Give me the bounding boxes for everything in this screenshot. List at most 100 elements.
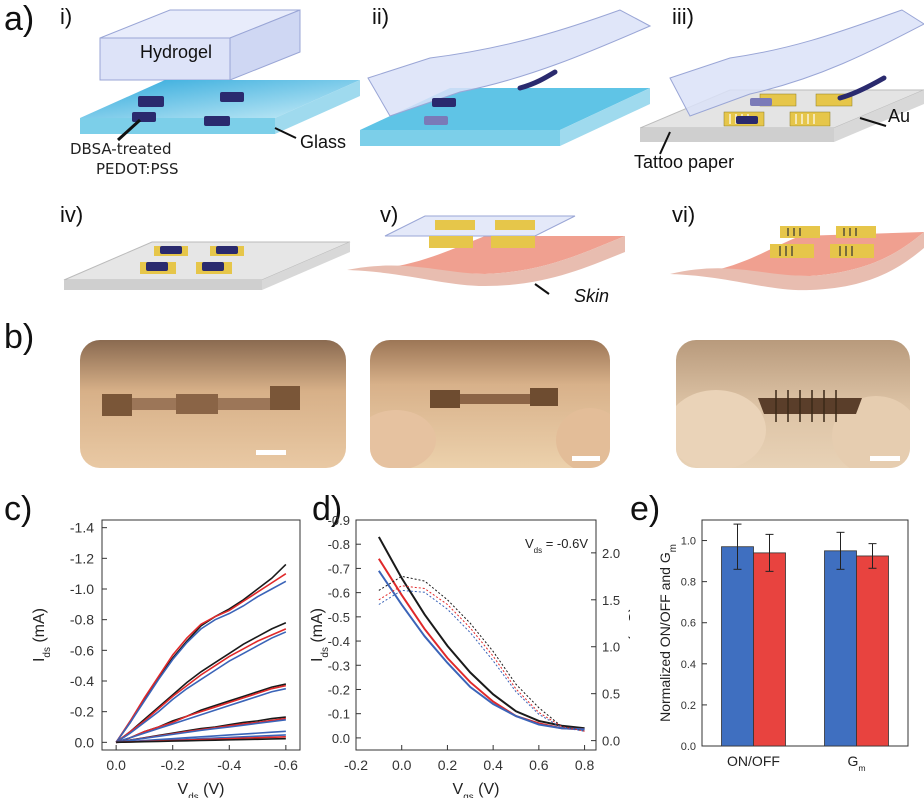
x-tick-label: 0.2 [438, 757, 458, 773]
pedot-label-line2: PEDOT:PSS [96, 160, 179, 178]
x-tick-label: 0.6 [529, 757, 549, 773]
glass-slab-side [275, 80, 360, 134]
vds-annotation: Vds = -0.6V [525, 536, 588, 555]
y-tick-label: -0.4 [328, 634, 350, 649]
tattoo-paper-label: Tattoo paper [634, 152, 735, 172]
y-tick-label: 0.0 [681, 741, 696, 753]
y-tick-label: -0.9 [328, 513, 350, 528]
skin-label: Skin [574, 286, 610, 306]
glass-leader-line [274, 127, 297, 139]
y2-axis-label: gm (mS) [627, 607, 630, 663]
step-v-illustration [347, 215, 625, 295]
series-line [115, 684, 287, 744]
step-iii-illustration [640, 9, 924, 155]
series-line [116, 719, 286, 744]
y-tick-label: -0.3 [328, 658, 350, 673]
gm-series-line [378, 589, 585, 732]
ids-series-line [378, 558, 585, 731]
au-label: Au [888, 106, 911, 126]
y-tick-label: 0.6 [681, 618, 696, 630]
y-tick-label: -1.4 [70, 520, 94, 536]
chart-d: -0.2 0.0 0.2 0.4 0.6 0.8 0.0 -0.1 -0.2 -0.3 -0.4 -0… [310, 513, 630, 798]
scale-bar [256, 450, 286, 455]
y2-tick-label: 0.5 [602, 687, 620, 702]
x-tick-label: 0.8 [575, 757, 595, 773]
hydrogel-peel [367, 9, 652, 117]
device-pad [102, 394, 132, 416]
glass-slab-front [80, 118, 275, 134]
panel-a-letter: a) [4, 0, 35, 38]
step-i-illustration [80, 9, 360, 142]
hydrogel-label: Hydrogel [140, 42, 213, 62]
step-ii-label: ii) [372, 4, 390, 29]
step-vi-label: vi) [672, 202, 696, 227]
series-line [115, 563, 287, 743]
step-ii-illustration [360, 9, 652, 146]
step-v-label: v) [380, 202, 399, 227]
y-axis-label: Ids (mA) [31, 608, 53, 662]
chart-e: 0.0 0.2 0.4 0.6 0.8 1.0 ON/OFF Gm Normalized ON/… [657, 519, 909, 773]
bar [721, 546, 754, 747]
x-category-label: ON/OFF [727, 753, 780, 769]
ids-series-line [377, 536, 585, 730]
plot-frame [355, 519, 597, 751]
scale-bar [572, 456, 600, 461]
y2-tick-label: 1.0 [602, 640, 620, 655]
series-line [115, 572, 287, 743]
pedot-pad [204, 116, 230, 126]
panel-d-letter: d) [312, 490, 343, 528]
pedot-pad [220, 92, 244, 102]
scale-bar [870, 456, 900, 461]
y-tick-label: 0.4 [681, 659, 696, 671]
y-tick-label: 1.0 [681, 536, 696, 548]
y-tick-label: -0.8 [328, 537, 350, 552]
chart-c: 0.0 -0.2 -0.4 -0.6 0.0 -0.2 -0.4 -0.6 -0.8 -1.0 -1… [31, 519, 301, 798]
series-line [115, 687, 287, 744]
hydrogel-slab-side [229, 9, 301, 81]
x-tick-label: -0.2 [161, 757, 185, 773]
step-vi-illustration [670, 226, 924, 291]
plot-frame [101, 519, 301, 751]
bar [753, 552, 786, 747]
pedot-leader-line [116, 118, 142, 142]
panel-e-letter: e) [630, 490, 661, 528]
series-line [115, 580, 287, 743]
y-axis-label: Normalized ON/OFF and Gm [657, 544, 679, 722]
y-tick-label: 0.8 [681, 577, 696, 589]
y-tick-label: 0.2 [681, 700, 696, 712]
ids-series-line [378, 570, 585, 731]
x-tick-label: -0.2 [344, 757, 368, 773]
x-tick-label: 0.4 [483, 757, 503, 773]
x-tick-label: -0.4 [217, 757, 241, 773]
series-line [116, 737, 286, 744]
pedot-label-line1: DBSA-treated [70, 140, 172, 158]
step-i-label: i) [60, 4, 73, 29]
y-tick-label: -0.1 [328, 707, 350, 722]
step-iv-label: iv) [60, 202, 84, 227]
plot-frame [701, 519, 909, 747]
y-tick-label: -0.6 [70, 642, 94, 658]
y-tick-label: -0.2 [328, 682, 350, 697]
y-axis-label: Ids (mA) [310, 608, 331, 662]
panel-b-letter: b) [4, 318, 35, 356]
panel-c-letter: c) [4, 490, 33, 528]
y-tick-label: 0.0 [332, 731, 350, 746]
y-tick-label: -0.4 [70, 673, 94, 689]
y-tick-label: -1.2 [70, 550, 94, 566]
x-tick-label: -0.6 [274, 757, 298, 773]
y-tick-label: -0.7 [328, 561, 350, 576]
device-pad [270, 386, 300, 410]
photo-skin-relaxed [80, 340, 346, 468]
gm-series-line [378, 585, 585, 732]
y-tick-label: 0.0 [75, 734, 95, 750]
x-tick-label: 0.0 [106, 757, 126, 773]
y-tick-label: -0.5 [328, 610, 350, 625]
series-line [115, 631, 287, 744]
y2-tick-label: 2.0 [602, 546, 620, 561]
series-line [115, 628, 287, 743]
glass-label: Glass [300, 132, 347, 152]
step-iv-illustration [63, 241, 351, 290]
bar [856, 555, 889, 747]
photo-skin-pinched [676, 340, 910, 468]
x-tick-label: 0.0 [392, 757, 412, 773]
